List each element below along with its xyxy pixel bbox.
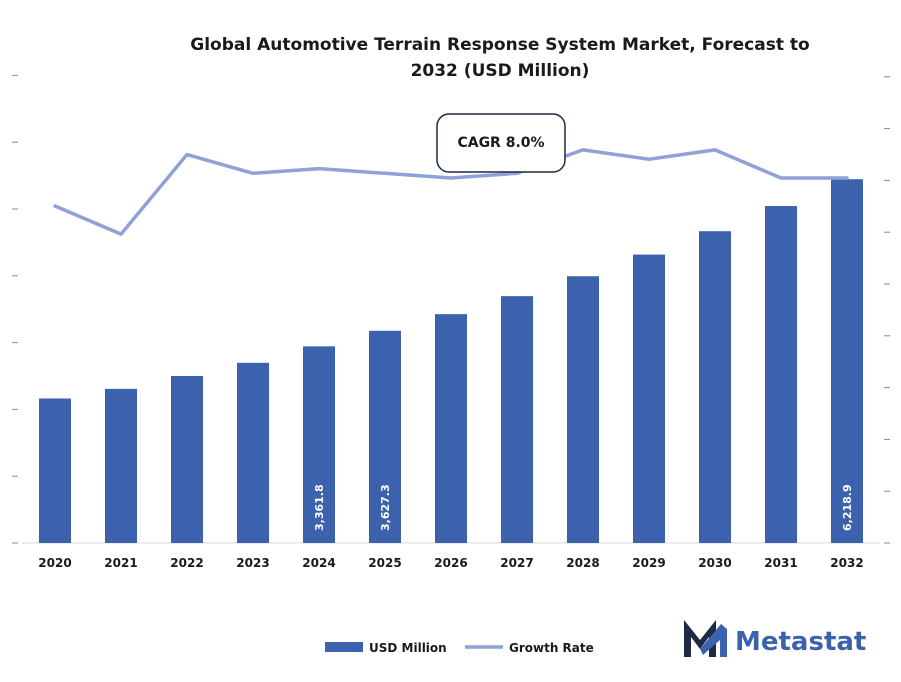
data-label-2025: 3,627.3 [379, 484, 392, 531]
bar-2032 [831, 179, 863, 544]
data-labels: 3,361.8 3,627.3 6,218.9 [313, 484, 854, 531]
cagr-box [436, 113, 566, 173]
logo-wordmark: Metastat [735, 627, 866, 657]
data-label-2024: 3,361.8 [313, 484, 326, 531]
logo-mark-accent-icon [700, 624, 727, 657]
legend-label-usd-million: USD Million [369, 641, 447, 655]
bar-series [39, 179, 863, 544]
x-tick-label-2029: 2029 [632, 556, 665, 570]
bar-2028 [567, 276, 599, 543]
x-tick-label-2028: 2028 [566, 556, 599, 570]
bar-2026 [435, 314, 467, 543]
bar-2031 [765, 206, 797, 544]
chart-title-line-1: Global Automotive Terrain Response Syste… [190, 35, 809, 55]
x-tick-label-2024: 2024 [302, 556, 335, 570]
x-tick-label-2032: 2032 [830, 556, 863, 570]
growth-rate-line [53, 148, 849, 236]
bar-2021 [105, 388, 137, 543]
bar-2029 [633, 254, 665, 543]
bar-2030 [699, 231, 731, 543]
cagr-annotation: CAGR 8.0% [436, 113, 566, 173]
x-tick-label-2031: 2031 [764, 556, 797, 570]
bar-2024 [303, 346, 335, 543]
x-tick-label-2026: 2026 [434, 556, 467, 570]
legend-swatch-usd-million [325, 642, 363, 652]
metastat-logo: Metastat [684, 620, 866, 657]
x-tick-label-2025: 2025 [368, 556, 401, 570]
x-tick-labels: 2020 2021 2022 2023 2024 2025 2026 2027 2028 2029… [38, 556, 863, 570]
chart-title-line-2: 2032 (USD Million) [411, 61, 590, 81]
x-tick-label-2021: 2021 [104, 556, 137, 570]
legend-label-growth-rate: Growth Rate [509, 641, 594, 655]
x-tick-label-2027: 2027 [500, 556, 533, 570]
bar-2025 [369, 330, 401, 543]
legend: USD Million Growth Rate [325, 641, 594, 655]
x-tick-label-2030: 2030 [698, 556, 731, 570]
cagr-text: CAGR 8.0% [457, 135, 544, 151]
x-tick-label-2023: 2023 [236, 556, 269, 570]
bar-2027 [501, 296, 533, 543]
right-axis-ticks [884, 76, 890, 544]
bar-2023 [237, 362, 269, 543]
data-label-2032: 6,218.9 [841, 484, 854, 531]
bar-2020 [39, 398, 71, 543]
left-axis-ticks [12, 74, 18, 544]
x-tick-label-2022: 2022 [170, 556, 203, 570]
x-tick-label-2020: 2020 [38, 556, 71, 570]
bar-2022 [171, 375, 203, 543]
